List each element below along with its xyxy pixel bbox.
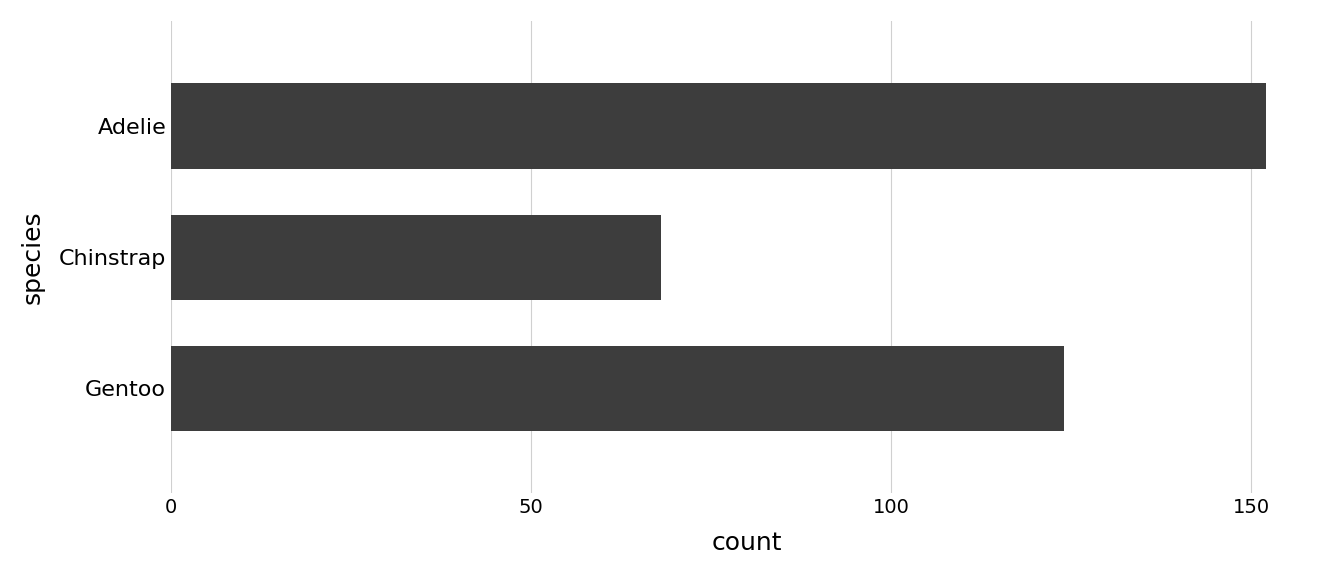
Bar: [171, 214, 661, 300]
Bar: [171, 346, 1064, 431]
Y-axis label: species: species: [22, 210, 44, 304]
X-axis label: count: count: [712, 531, 782, 555]
Bar: [171, 84, 1266, 169]
